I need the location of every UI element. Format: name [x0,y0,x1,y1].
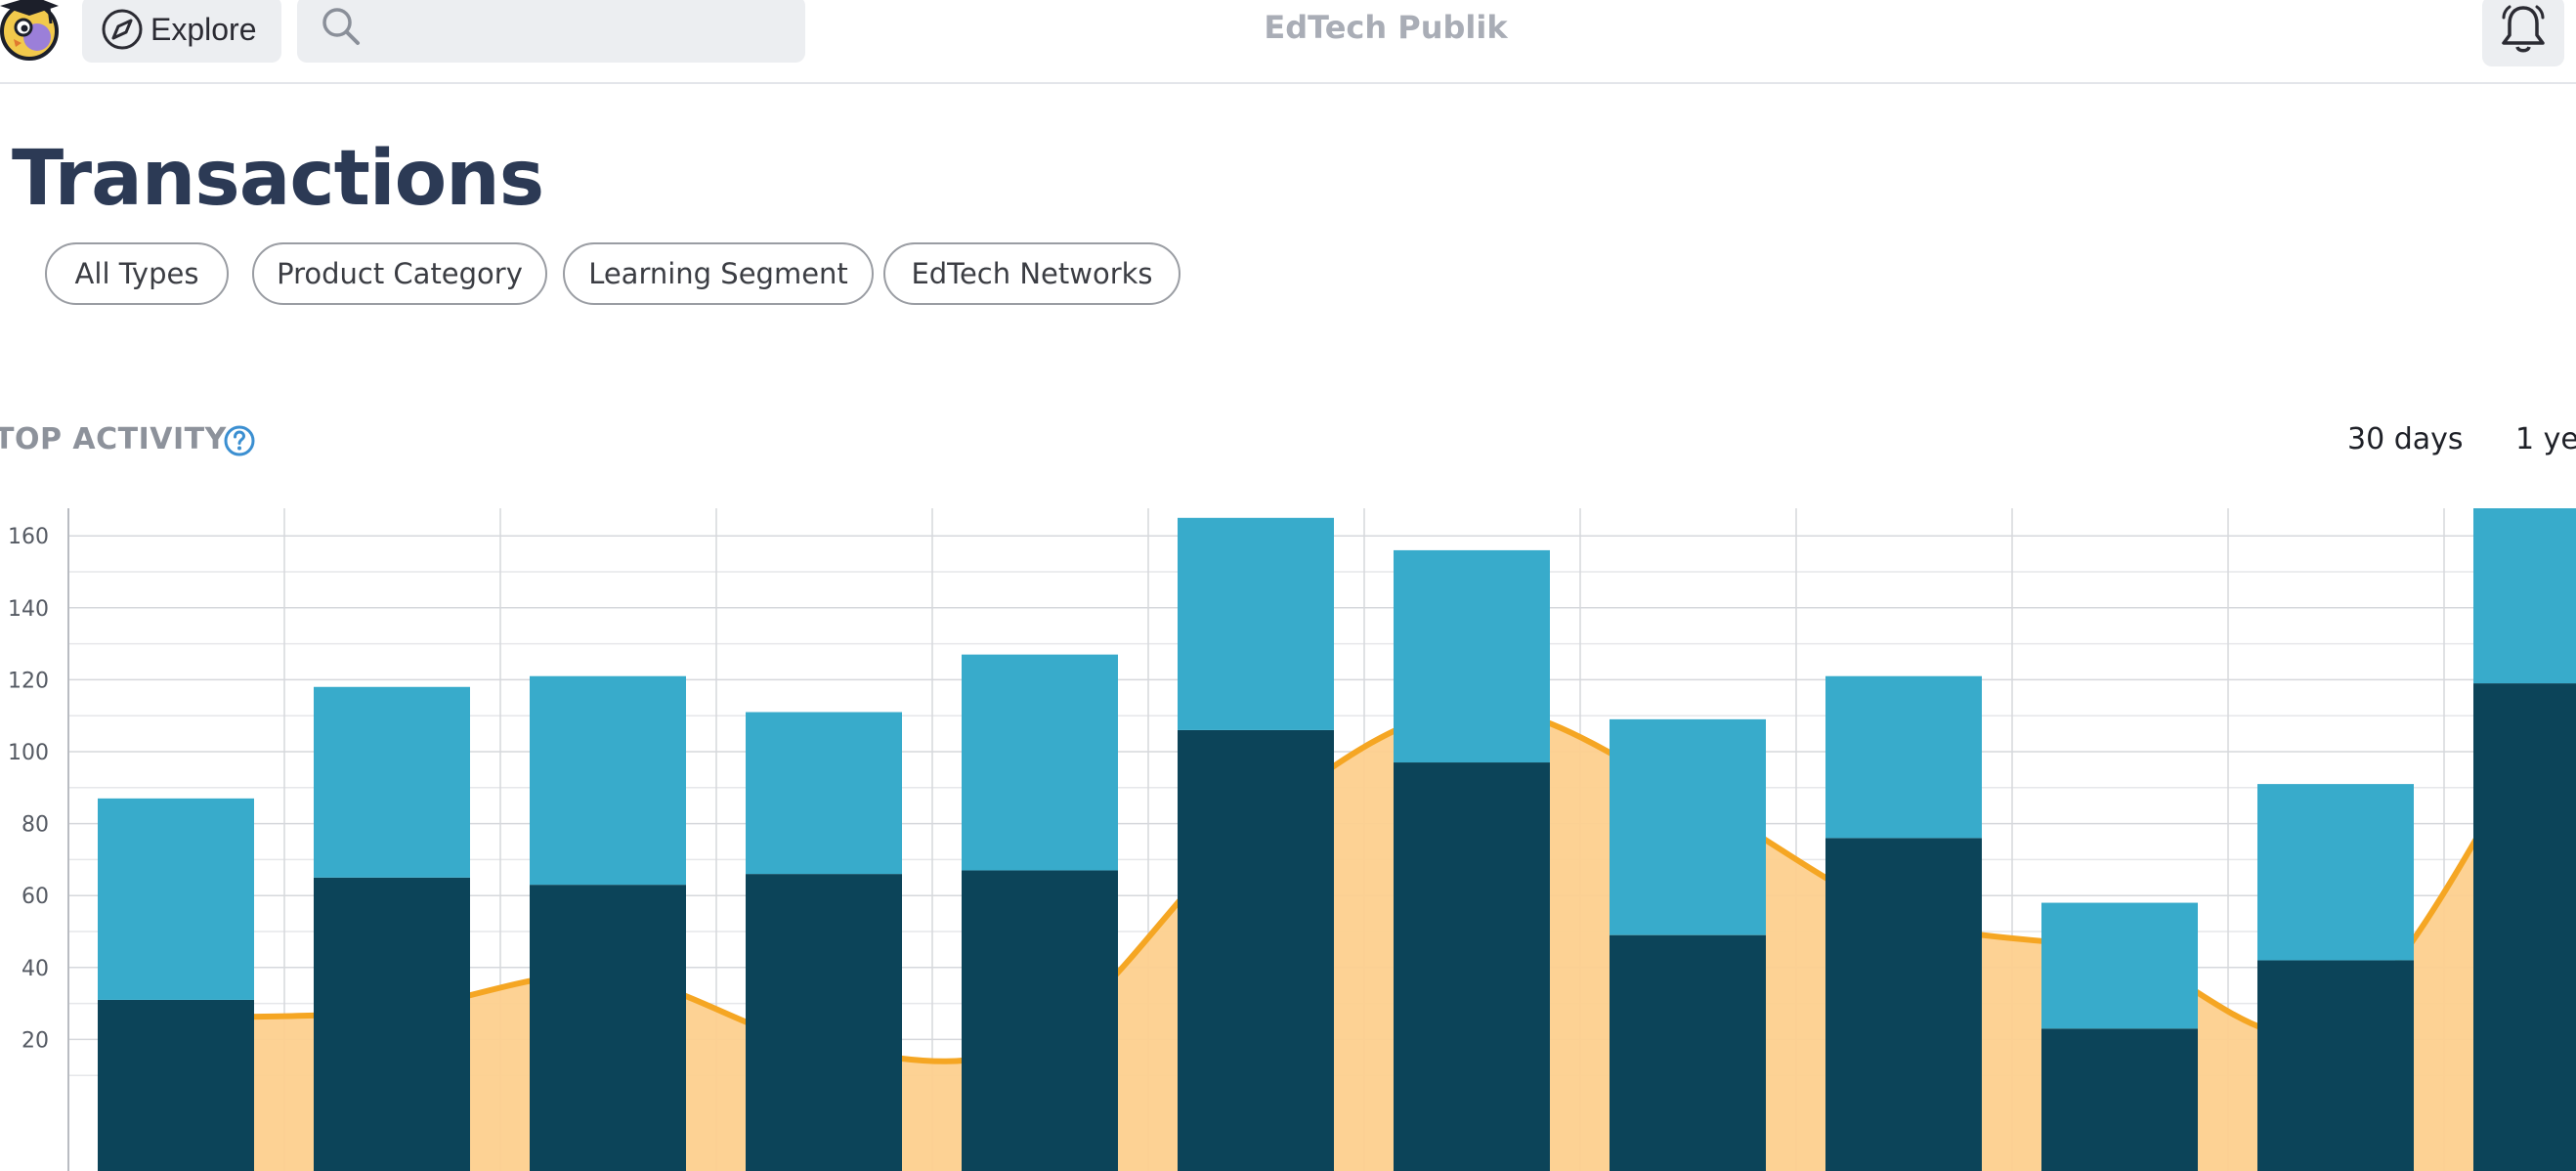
y-tick-label: 60 [21,885,49,909]
bar-segment-bottom [2041,1028,2198,1171]
explore-button[interactable]: Explore [82,0,281,63]
top-header: Explore EdTech Publik [0,0,2576,84]
bar-segment-bottom [746,874,902,1171]
question-circle-icon[interactable] [223,424,256,457]
bar-segment-top [314,686,470,878]
bar-segment-top [1178,517,1334,730]
bar-segment-bottom [1610,934,1766,1171]
y-tick-label: 120 [8,669,49,693]
bar-segment-bottom [98,999,254,1171]
bar-segment-bottom [1394,762,1550,1171]
filter-product-category[interactable]: Product Category [252,242,547,305]
bar-segment-bottom [314,877,470,1171]
y-tick-label: 100 [8,741,49,765]
owl-graduate-logo[interactable] [0,0,64,65]
bar-segment-bottom [2473,683,2576,1171]
bar-segment-bottom [1825,838,1982,1171]
bar-segment-bottom [2257,960,2414,1171]
range-30-days[interactable]: 30 days [2347,422,2464,456]
filter-edtech-networks[interactable]: EdTech Networks [883,242,1181,305]
filter-all-types[interactable]: All Types [45,242,229,305]
search-bar[interactable] [297,0,805,63]
bar-segment-top [1825,675,1982,839]
y-tick-label: 40 [21,957,49,981]
bell-icon [2502,5,2545,53]
bar-segment-top [2041,902,2198,1029]
bar-segment-bottom [962,870,1118,1171]
page-title: Transactions [12,135,544,223]
bar-segment-top [746,712,902,875]
search-input[interactable] [379,6,794,51]
bar-segment-bottom [1178,729,1334,1171]
bar-segment-top [2257,784,2414,961]
compass-icon [102,9,143,50]
y-tick-label: 140 [8,597,49,622]
bar-segment-top [2473,508,2576,684]
y-tick-label: 80 [21,813,49,838]
search-icon [322,8,360,45]
section-title: TOP ACTIVITY [0,422,227,456]
y-tick-label: 20 [21,1028,49,1053]
bar-segment-top [1610,718,1766,935]
bar-segment-top [98,798,254,1000]
activity-chart: 20406080100120140160180 [8,508,2576,1171]
bar-segment-top [962,654,1118,871]
y-tick-label: 160 [8,525,49,549]
bar-segment-bottom [530,885,686,1171]
range-1-year[interactable]: 1 ye [2515,422,2576,456]
explore-label: Explore [150,11,257,47]
brand-name: EdTech Publik [1264,9,1508,46]
bar-segment-top [1394,549,1550,763]
notifications-button[interactable] [2482,0,2564,66]
bar-segment-top [530,675,686,886]
filter-learning-segment[interactable]: Learning Segment [563,242,874,305]
